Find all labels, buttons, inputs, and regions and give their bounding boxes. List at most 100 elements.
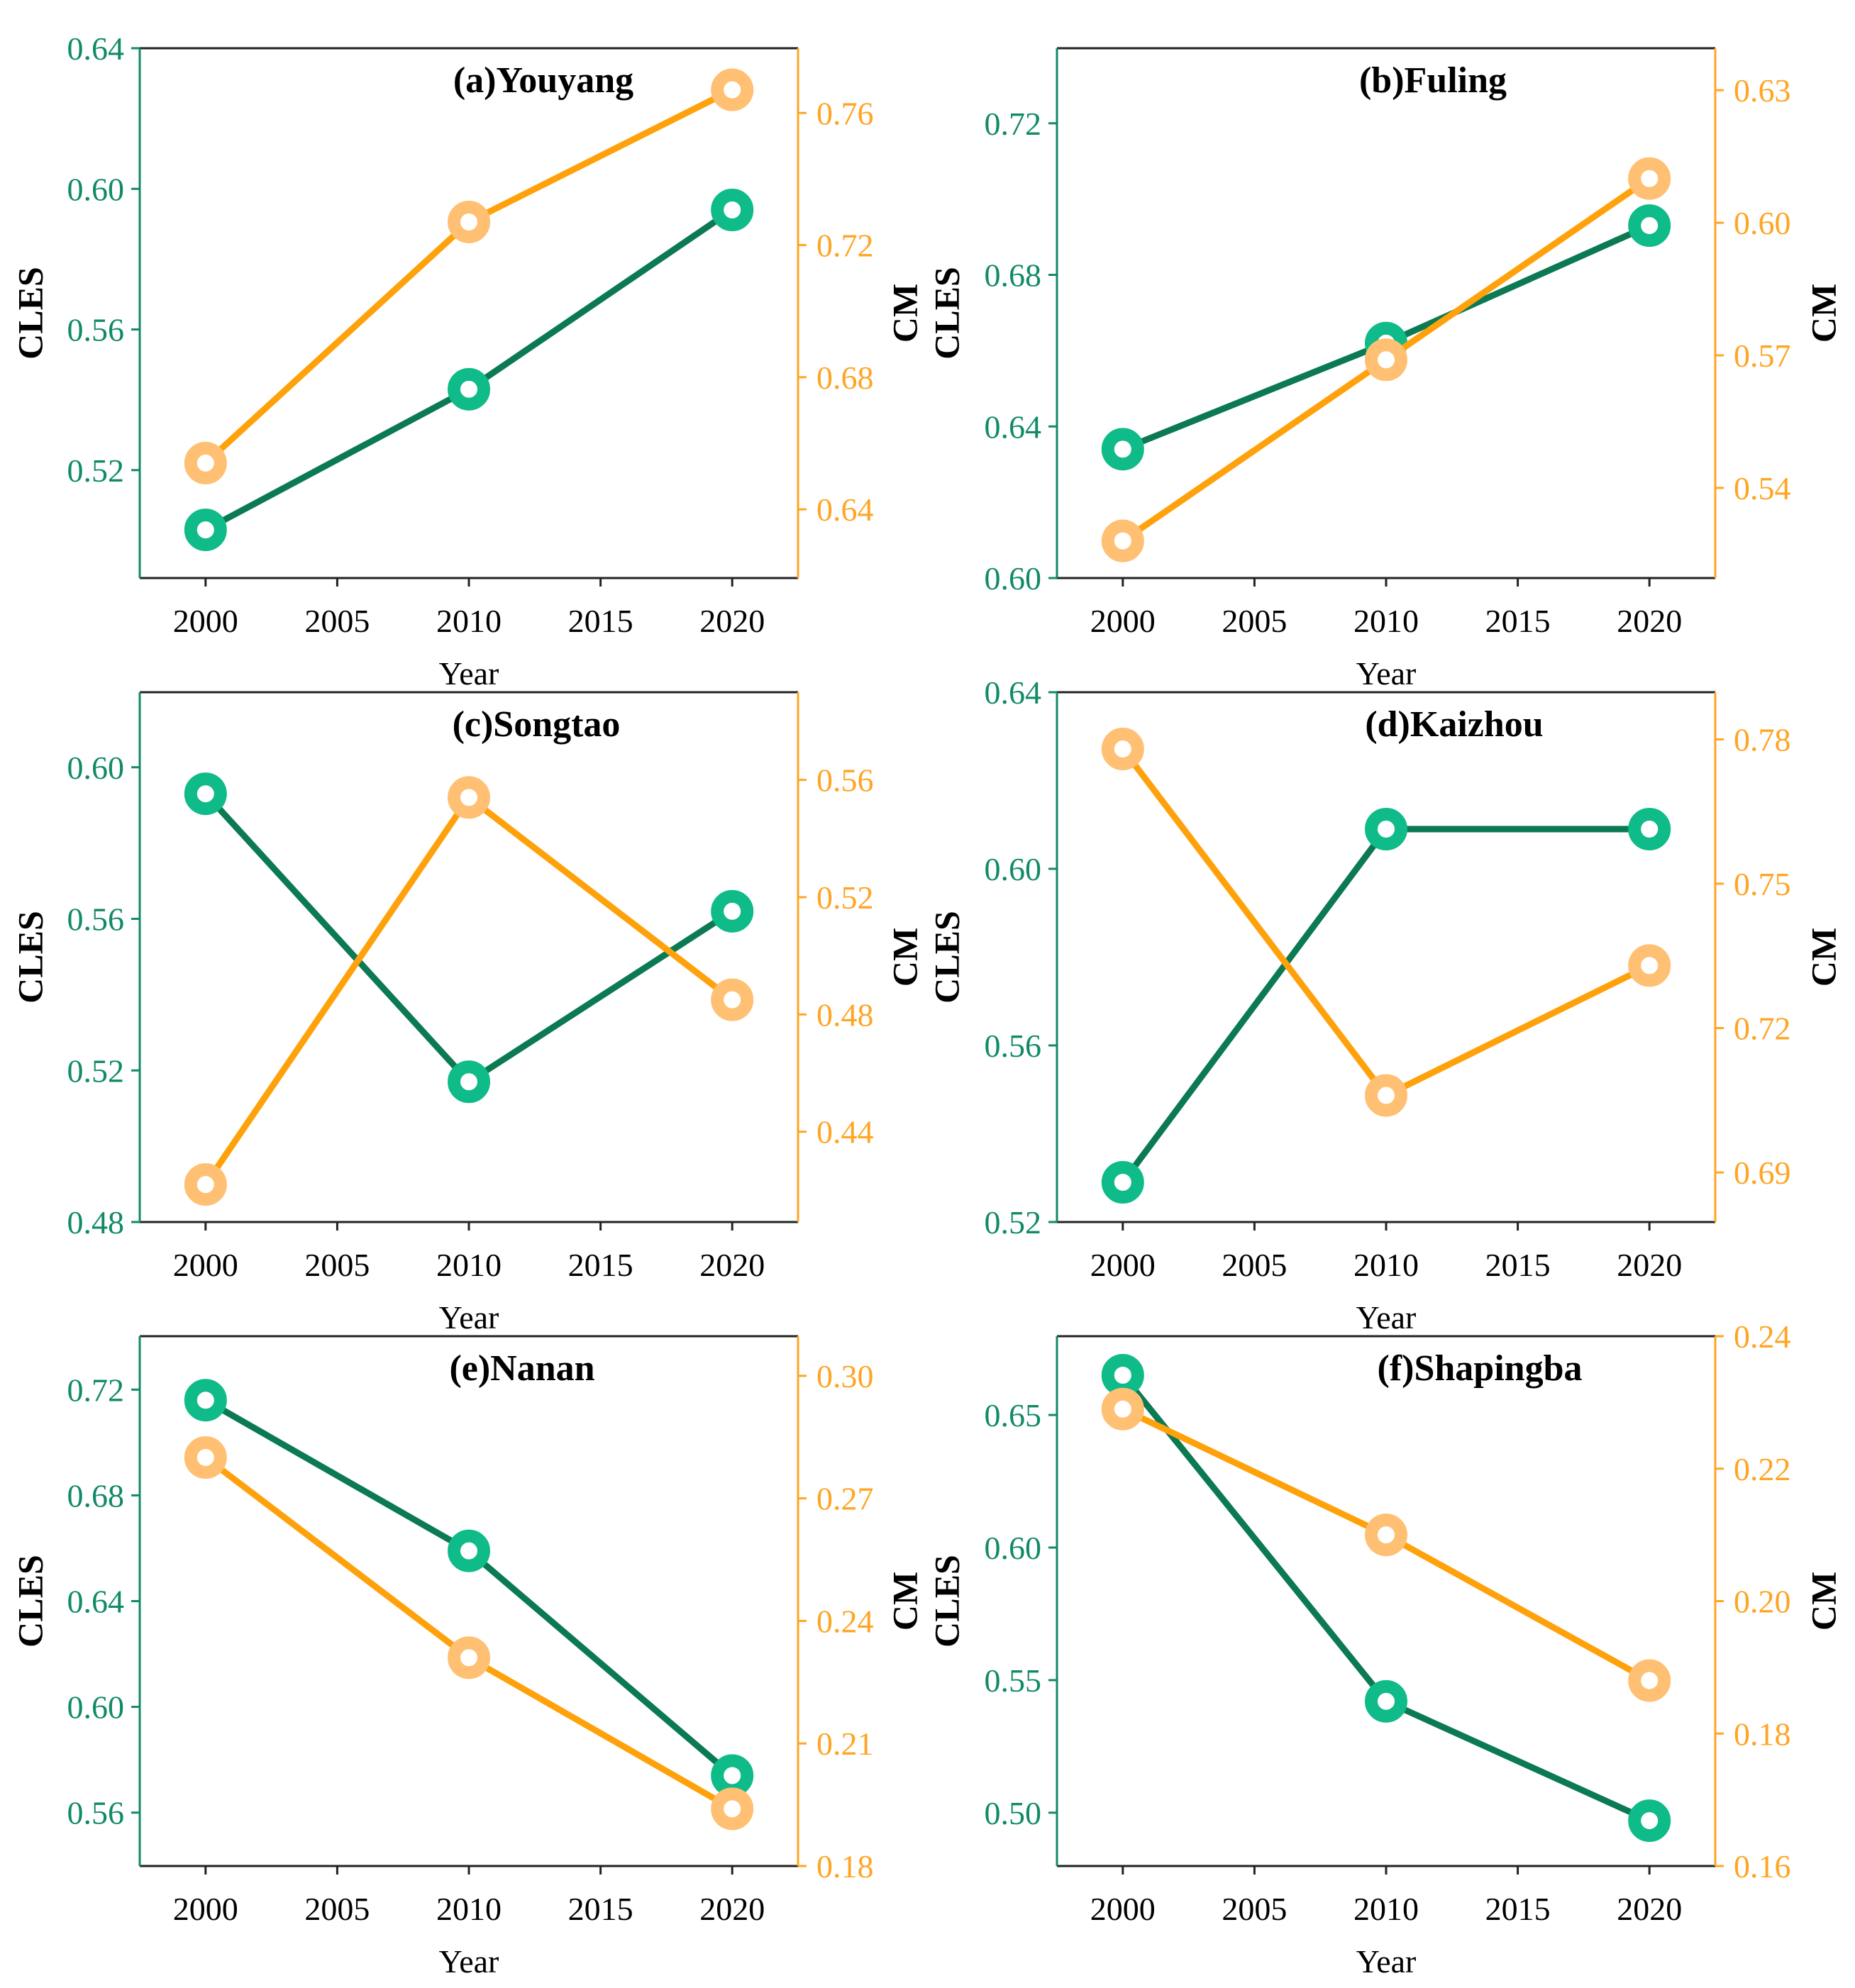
cles-line-segment [1119,1372,1390,1705]
cles-line-segment [202,386,472,533]
left-y-tick-label: 0.56 [67,312,125,348]
cm-line-segment [1119,356,1390,545]
panel-d: 2000 2005 2010 2015 2020 0.52 0.56 0.60 0.64 0.69… [927,674,1844,1335]
right-y-tick-label: 0.44 [816,1114,874,1150]
left-y-tick-label: 0.64 [985,409,1042,445]
panel-e: 2000 2005 2010 2015 2020 0.56 0.60 0.64 0.68 0.72… [11,1335,925,1979]
left-y-tick-label: 0.56 [985,1028,1042,1064]
x-tick-label: 2000 [173,603,238,639]
x-axis-label: Year [1356,1943,1417,1979]
panel-title: (a)Youyang [453,60,633,101]
cm-data-point [184,1163,227,1206]
right-y-tick-label: 0.64 [816,492,874,528]
cles-data-point [1365,1679,1407,1723]
cm-line-segment [465,1654,736,1812]
cm-line-segment [202,794,472,1188]
right-y-tick-label: 0.72 [816,228,874,264]
left-y-tick-label: 0.68 [985,257,1042,294]
right-y-tick-label: 0.30 [816,1358,874,1394]
x-tick-label: 2010 [1353,1891,1419,1927]
right-y-tick-label: 0.16 [1734,1848,1791,1884]
left-y-tick-label: 0.68 [67,1477,125,1514]
cm-data-point [184,1436,227,1479]
left-y-axis-label: CLES [11,911,50,1004]
x-tick-label: 2020 [699,603,765,639]
x-tick-label: 2005 [1222,1247,1287,1283]
x-tick-label: 2000 [1090,603,1156,639]
panel-c: 2000 2005 2010 2015 2020 0.48 0.52 0.56 0.60 0.44… [11,691,925,1335]
right-y-tick-label: 0.48 [816,996,874,1033]
cles-data-point [184,509,227,552]
cm-line-segment [1119,745,1390,1099]
panel-b: 2000 2005 2010 2015 2020 0.60 0.64 0.68 0.72 0.54… [927,47,1844,692]
right-y-tick-label: 0.52 [816,879,874,916]
cles-data-point [711,889,754,933]
x-tick-label: 2015 [1485,1247,1551,1283]
left-y-tick-label: 0.56 [67,901,125,938]
cles-data-point [448,367,490,411]
left-y-tick-label: 0.60 [985,1530,1042,1566]
cm-data-point [711,1787,754,1831]
x-tick-label: 2000 [173,1247,238,1283]
cles-data-point [448,1060,490,1104]
right-y-tick-label: 0.78 [1734,721,1791,757]
left-y-tick-label: 0.48 [67,1204,125,1240]
left-y-tick-label: 0.60 [67,750,125,786]
cles-data-point [184,1379,227,1422]
panel-title: (f)Shapingba [1378,1348,1583,1389]
x-tick-label: 2015 [568,603,633,639]
x-tick-label: 2005 [1222,1891,1287,1927]
panel-a: 2000 2005 2010 2015 2020 0.52 0.56 0.60 0.64 0.64… [11,30,925,692]
right-y-tick-label: 0.21 [816,1726,874,1762]
x-tick-label: 2010 [436,1247,502,1283]
left-y-tick-label: 0.60 [985,851,1042,887]
x-tick-label: 2010 [1353,1247,1419,1283]
cm-data-point [1628,157,1671,200]
x-tick-label: 2020 [1617,603,1682,639]
left-y-tick-label: 0.52 [67,1053,125,1089]
left-y-axis-label: CLES [927,1555,967,1648]
left-y-tick-label: 0.72 [67,1372,125,1408]
right-y-tick-label: 0.57 [1734,338,1791,374]
x-tick-label: 2020 [699,1247,765,1283]
right-y-tick-label: 0.76 [816,95,874,131]
cles-data-point [711,189,754,232]
left-y-tick-label: 0.64 [67,1584,125,1620]
right-y-tick-label: 0.20 [1734,1584,1791,1620]
cm-line-segment [202,1454,472,1661]
left-y-tick-label: 0.50 [985,1795,1042,1831]
panel-title: (c)Songtao [453,704,621,745]
cm-data-point [1365,338,1407,382]
cles-data-point [448,1529,490,1572]
left-y-tick-label: 0.72 [985,106,1042,142]
right-y-axis-label: CM [1804,1572,1844,1631]
panel-title: (b)Fuling [1359,60,1507,101]
right-y-axis-label: CM [885,1572,925,1631]
x-axis-label: Year [439,1943,499,1979]
x-axis-label: Year [439,1299,499,1335]
left-y-tick-label: 0.52 [67,452,125,489]
x-tick-label: 2000 [173,1891,238,1927]
right-y-tick-label: 0.24 [1734,1318,1791,1355]
cles-data-point [1101,1160,1144,1204]
cles-data-point [1101,428,1144,471]
cm-data-point [448,1636,490,1679]
cm-data-point [1101,1387,1144,1431]
right-y-tick-label: 0.56 [816,762,874,799]
cm-data-point [1365,1074,1407,1117]
x-tick-label: 2015 [568,1247,633,1283]
left-y-tick-label: 0.60 [985,560,1042,596]
x-tick-label: 2015 [1485,603,1551,639]
right-y-tick-label: 0.72 [1734,1011,1791,1047]
right-y-tick-label: 0.18 [1734,1716,1791,1752]
cles-line-segment [1119,826,1390,1186]
right-y-tick-label: 0.63 [1734,72,1791,109]
right-y-axis-label: CM [1804,928,1844,987]
right-y-tick-label: 0.69 [1734,1155,1791,1191]
x-axis-label: Year [1356,1299,1417,1335]
cles-line-segment [465,206,736,393]
cles-data-point [184,772,227,816]
right-y-tick-label: 0.27 [816,1481,874,1517]
x-tick-label: 2005 [304,1247,370,1283]
